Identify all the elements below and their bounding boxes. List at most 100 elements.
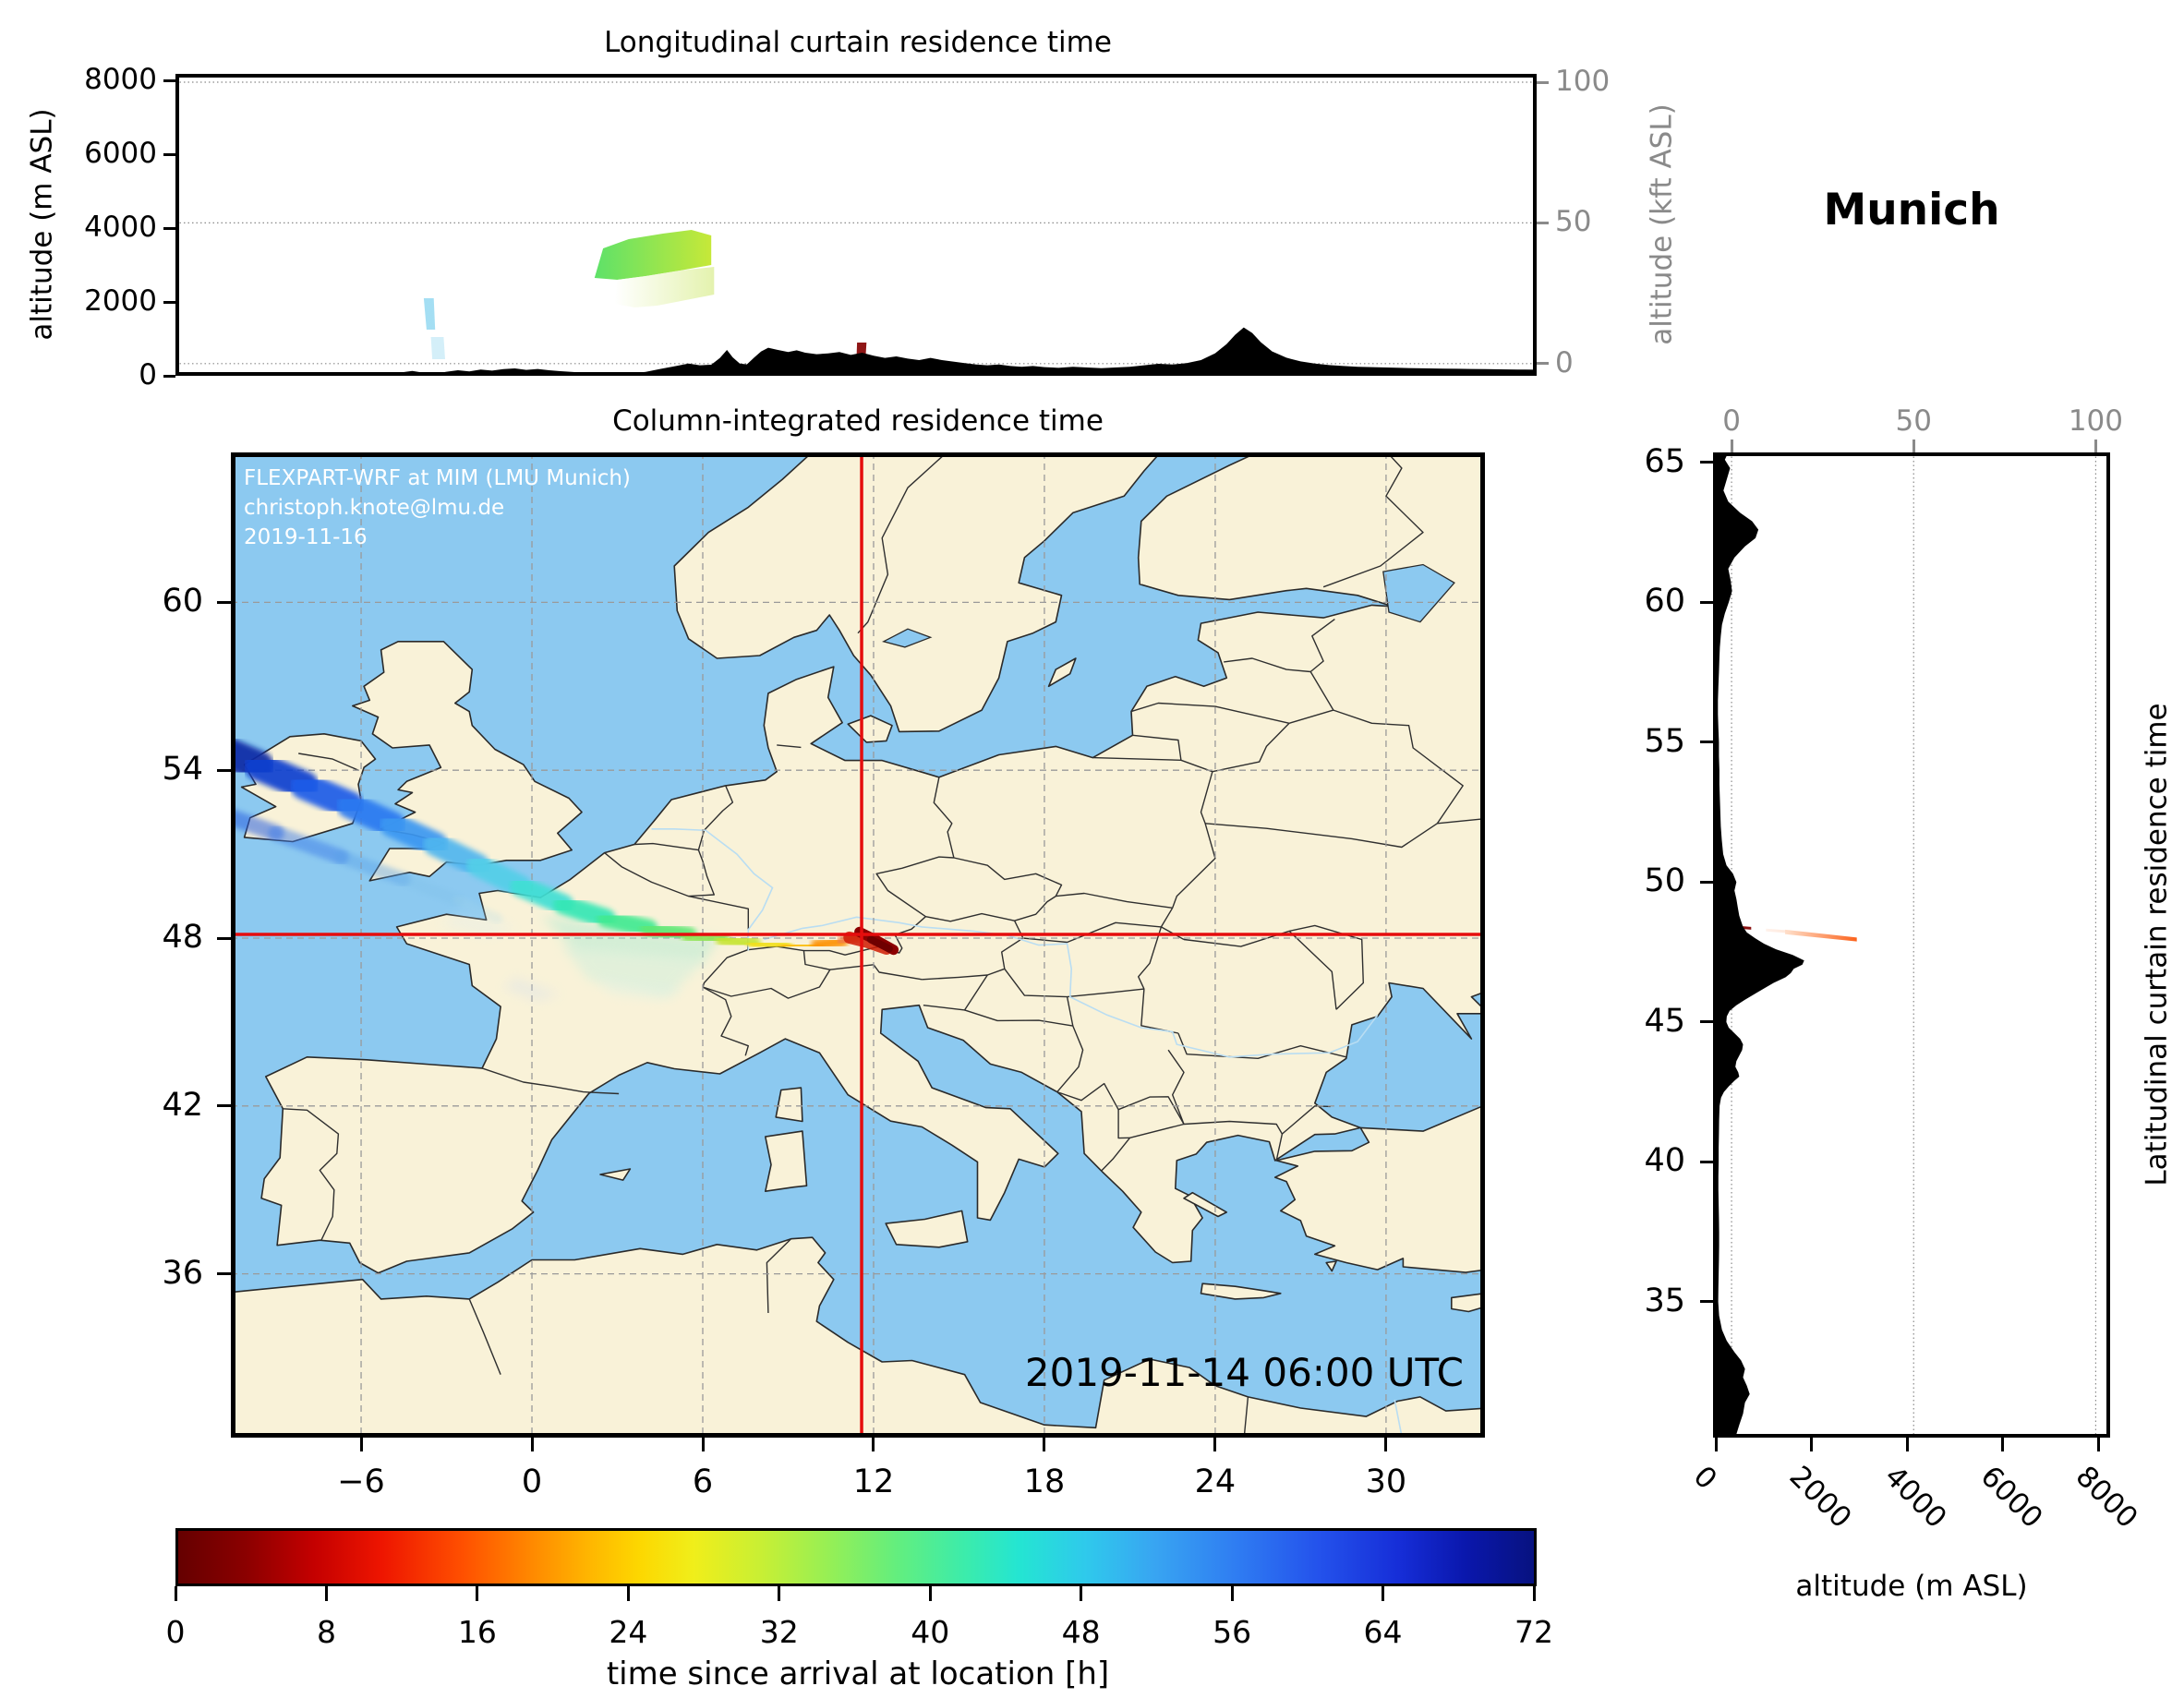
station-name: Munich	[1823, 185, 2000, 235]
right-panel-lat-tick	[1700, 600, 1713, 604]
map-lat-tick-label: 60	[162, 583, 203, 620]
map-lat-tick-label: 36	[162, 1254, 203, 1292]
colorbar-tick-label: 0	[165, 1614, 186, 1650]
top-panel-ytick	[163, 226, 175, 230]
longitudinal-curtain-plot	[175, 74, 1537, 376]
land-polygon	[885, 1210, 969, 1248]
top-residence_cloud_green_lower	[614, 267, 715, 307]
right-panel-lat-tick	[1700, 880, 1713, 884]
right-panel-alt-tick	[1714, 1438, 1718, 1451]
map-lon-tick-label: 12	[852, 1463, 895, 1500]
colorbar-tick-label: 56	[1213, 1614, 1252, 1650]
map-lon-tick	[872, 1438, 875, 1451]
colorbar-tick-label: 8	[316, 1614, 336, 1650]
colorbar-label: time since arrival at location [h]	[606, 1656, 1110, 1692]
right-panel-kft-tick	[1912, 440, 1915, 452]
top-panel-kft-tick	[1537, 221, 1549, 224]
map-lon-tick-label: 30	[1365, 1463, 1407, 1500]
colorbar-tick-label: 48	[1061, 1614, 1101, 1650]
colorbar	[175, 1528, 1537, 1586]
right-panel-alt-tick	[2096, 1438, 2100, 1451]
map-lon-tick-label: 6	[692, 1463, 714, 1500]
map-title: Column-integrated residence time	[612, 404, 1104, 438]
watermark-line-3: 2019-11-16	[244, 525, 368, 549]
top-panel-ytick-label: 8000	[84, 63, 157, 96]
land-polygon	[765, 1130, 808, 1192]
map-lat-tick	[217, 600, 231, 604]
top-panel-ytick	[163, 152, 175, 156]
right-panel-alt-tick	[1810, 1438, 1813, 1451]
map-timestamp: 2019-11-14 06:00 UTC	[1024, 1350, 1464, 1395]
map-lat-tick	[217, 768, 231, 772]
right-panel-lat-tick	[1700, 461, 1713, 464]
latitudinal-curtain-plot	[1713, 452, 2110, 1438]
right-panel-alt-tick	[1905, 1438, 1909, 1451]
top-panel-kft-tick-label: 100	[1555, 65, 1611, 98]
land-polygon	[599, 1168, 632, 1181]
colorbar-tick	[928, 1586, 932, 1601]
colorbar-tick	[1382, 1586, 1385, 1601]
top-panel-kft-tick-label: 0	[1555, 345, 1574, 379]
right-panel-kft-tick	[2094, 440, 2097, 452]
colorbar-tick-label: 64	[1363, 1614, 1403, 1650]
land-polygon	[775, 1087, 803, 1123]
map-lon-tick	[359, 1438, 363, 1451]
right-panel-lat-tick-label: 35	[1644, 1282, 1685, 1319]
latitudinal-curtain-panel	[1713, 452, 2110, 1438]
top-panel-kft-tick	[1537, 80, 1549, 84]
right-panel-lat-tick	[1700, 1020, 1713, 1024]
map-lon-tick-label: 0	[521, 1463, 543, 1500]
map-lon-tick-label: 24	[1194, 1463, 1237, 1500]
right-panel-xlabel: altitude (m ASL)	[1795, 1570, 2028, 1603]
map-lon-tick	[701, 1438, 705, 1451]
watermark-line-2: christoph.knote@lmu.de	[244, 496, 505, 520]
right-panel-lat-tick	[1700, 1300, 1713, 1304]
right-panel-alt-tick	[2001, 1438, 2004, 1451]
right-residence_cloud_orange	[1785, 929, 1857, 942]
right-panel-kft-tick-label: 0	[1722, 404, 1741, 438]
right-panel-lat-tick-label: 65	[1644, 442, 1685, 480]
map-lon-tick	[1043, 1438, 1046, 1451]
right-panel-lat-tick-label: 45	[1644, 1002, 1685, 1040]
colorbar-tick-label: 72	[1514, 1614, 1553, 1650]
top-panel-right-ylabel: altitude (kft ASL)	[1646, 103, 1679, 345]
top-panel-ytick-label: 0	[139, 358, 157, 391]
map-lat-tick-label: 48	[162, 919, 203, 956]
map-watermark: FLEXPART-WRF at MIM (LMU Munich) christo…	[244, 464, 631, 552]
colorbar-tick	[1080, 1586, 1083, 1601]
europe-map	[231, 452, 1485, 1438]
land-polygon	[1451, 1292, 1485, 1313]
top-panel-kft-tick-label: 50	[1555, 205, 1592, 239]
colorbar-tick	[476, 1586, 479, 1601]
colorbar-tick	[1230, 1586, 1234, 1601]
colorbar-tick-label: 32	[759, 1614, 799, 1650]
map-lat-tick	[217, 936, 231, 940]
right-panel-alt-tick-label: 0	[1686, 1460, 1723, 1497]
map-lon-tick	[1213, 1438, 1217, 1451]
right-panel-side-label: Latitudinal curtain residence time	[2141, 703, 2174, 1186]
right-panel-alt-tick-label: 6000	[1973, 1460, 2049, 1535]
top-panel-title: Longitudinal curtain residence time	[604, 26, 1112, 59]
right-panel-alt-tick-label: 8000	[2069, 1460, 2144, 1535]
map-lat-tick	[217, 1104, 231, 1108]
map-lon-tick-label: 18	[1023, 1463, 1066, 1500]
top-residence_cloud_cyan_upper	[423, 298, 436, 330]
colorbar-tick-label: 16	[457, 1614, 497, 1650]
right-panel-lat-tick-label: 50	[1644, 862, 1685, 900]
top-residence_cloud_green_upper	[594, 230, 712, 280]
top-panel-ytick	[163, 78, 175, 82]
map-lon-tick	[530, 1438, 534, 1451]
right-panel-kft-tick-label: 100	[2068, 404, 2123, 438]
right-panel-lat-tick-label: 55	[1644, 722, 1685, 760]
map-lat-tick	[217, 1272, 231, 1276]
top-panel-ytick-label: 6000	[84, 137, 157, 170]
top-residence_cloud_cyan_lower	[430, 337, 445, 359]
right-panel-lat-tick-label: 60	[1644, 583, 1685, 620]
right-residence_cloud_pale	[1766, 928, 1788, 933]
top-panel-kft-tick	[1537, 362, 1549, 366]
colorbar-tick	[174, 1586, 177, 1601]
land-polygon	[1047, 657, 1077, 688]
column-integrated-map	[231, 452, 1485, 1438]
land-polygon	[1200, 1283, 1282, 1300]
land-polygon	[1273, 1105, 1485, 1273]
